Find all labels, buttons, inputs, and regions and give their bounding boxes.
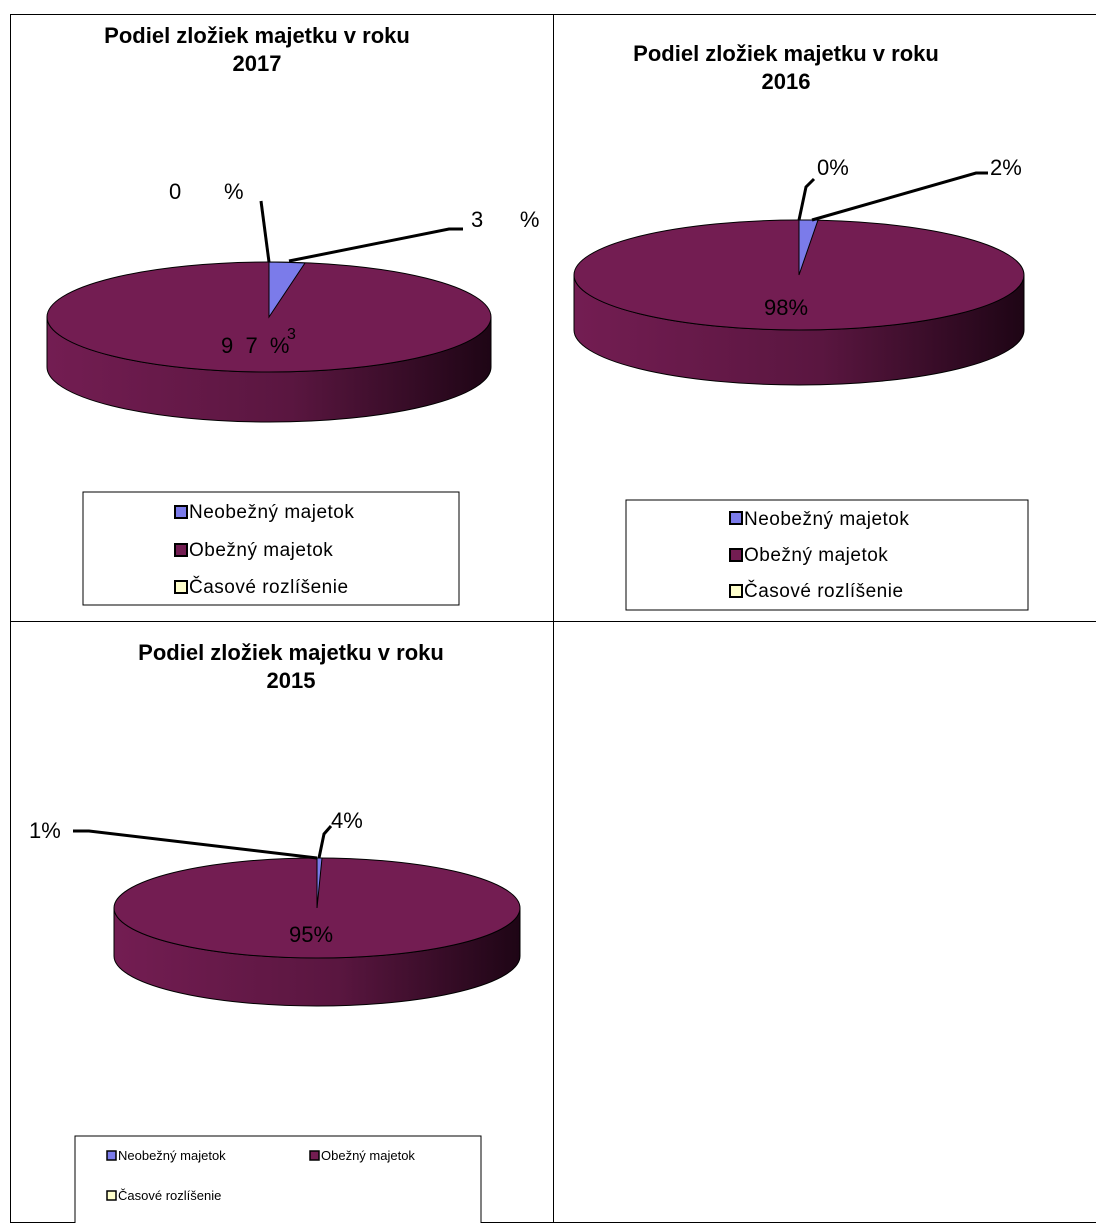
chart-cell-2016: Podiel zložiek majetku v roku 2016 2% 0%… <box>554 15 1096 622</box>
empty-cell <box>554 622 1096 1223</box>
legend-swatch-obezny <box>310 1151 319 1160</box>
legend-swatch-casove <box>730 585 742 597</box>
pie-chart-2016: Podiel zložiek majetku v roku 2016 2% 0%… <box>554 15 1096 621</box>
legend-swatch-casove <box>107 1191 116 1200</box>
legend-label-neobezny: Neobežný majetok <box>118 1148 226 1163</box>
chart-cell-2017: Podiel zložiek majetku v roku 2017 3 % 0… <box>11 15 554 622</box>
data-label-extra: 3 <box>287 326 296 343</box>
legend-label-casove: Časové rozlíšenie <box>118 1188 221 1203</box>
leader-line-neobezny <box>812 173 988 220</box>
leader-line-neobezny <box>73 831 317 858</box>
data-label-casove: 4% <box>331 808 363 833</box>
legend-label-casove: Časové rozlíšenie <box>744 580 904 602</box>
leader-line-casove <box>261 201 269 262</box>
data-label-obezny: 95% <box>289 922 333 947</box>
pie-chart-2017: Podiel zložiek majetku v roku 2017 3 % 0… <box>11 15 553 621</box>
chart-title-line1: Podiel zložiek majetku v roku <box>633 41 939 66</box>
legend-swatch-neobezny <box>107 1151 116 1160</box>
chart-title-line2: 2016 <box>762 69 811 94</box>
data-label-casove: 0 % <box>169 179 244 204</box>
legend: Neobežný majetok Obežný majetok Časové r… <box>75 1136 481 1223</box>
legend-swatch-neobezny <box>730 512 742 524</box>
legend: Neobežný majetok Obežný majetok Časové r… <box>83 492 459 605</box>
chart-title-line1: Podiel zložiek majetku v roku <box>138 640 444 665</box>
chart-title-line1: Podiel zložiek majetku v roku <box>104 23 410 48</box>
charts-grid: Podiel zložiek majetku v roku 2017 3 % 0… <box>10 14 1096 1223</box>
legend: Neobežný majetok Obežný majetok Časové r… <box>626 500 1028 610</box>
legend-swatch-casove <box>175 581 187 593</box>
legend-label-obezny: Obežný majetok <box>744 545 888 566</box>
legend-swatch-obezny <box>730 549 742 561</box>
legend-label-obezny: Obežný majetok <box>321 1148 415 1163</box>
data-label-casove: 0% <box>817 155 849 180</box>
legend-label-obezny: Obežný majetok <box>189 540 333 561</box>
legend-swatch-obezny <box>175 544 187 556</box>
leader-line-casove <box>799 179 814 220</box>
data-label-neobezny: 1% <box>29 818 61 843</box>
data-label-neobezny: 3 % <box>471 207 539 232</box>
leader-line-neobezny <box>289 229 463 261</box>
leader-line-casove <box>319 826 331 858</box>
pie-chart-2015: Podiel zložiek majetku v roku 2015 1% 4%… <box>11 622 553 1222</box>
legend-swatch-neobezny <box>175 506 187 518</box>
legend-label-casove: Časové rozlíšenie <box>189 576 349 598</box>
chart-title-line2: 2015 <box>267 668 316 693</box>
legend-label-neobezny: Neobežný majetok <box>189 502 354 523</box>
data-label-obezny: 9 7 % <box>221 333 289 358</box>
data-label-obezny: 98% <box>764 295 808 320</box>
chart-cell-2015: Podiel zložiek majetku v roku 2015 1% 4%… <box>11 622 554 1223</box>
chart-title-line2: 2017 <box>233 51 282 76</box>
data-label-neobezny: 2% <box>990 155 1022 180</box>
legend-label-neobezny: Neobežný majetok <box>744 509 909 530</box>
